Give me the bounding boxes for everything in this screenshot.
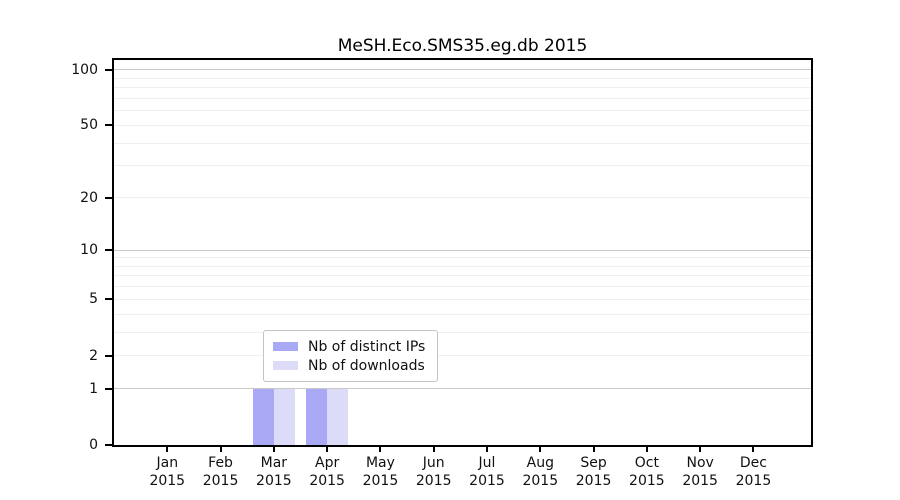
- legend-swatch: [273, 361, 298, 370]
- x-tick-year: 2015: [362, 473, 399, 489]
- y-tick-label: 50: [80, 117, 98, 134]
- x-tick-label: Oct 2015: [615, 454, 679, 490]
- x-tick-year: 2015: [735, 473, 772, 489]
- minor-gridline: [114, 165, 811, 167]
- x-tick-label: Aug 2015: [508, 454, 572, 490]
- x-tick-label: Jan 2015: [135, 454, 199, 490]
- x-tick-year: 2015: [149, 473, 186, 489]
- x-tick-year: 2015: [469, 473, 505, 489]
- x-tick-label: May 2015: [348, 454, 412, 490]
- minor-gridline: [114, 298, 811, 300]
- x-tick-month: Jan: [156, 455, 179, 471]
- x-axis-tick: [326, 447, 329, 452]
- x-tick-label: Apr 2015: [295, 454, 359, 490]
- y-axis-tick: [105, 68, 112, 71]
- minor-gridline: [114, 87, 811, 89]
- x-axis-tick: [486, 447, 488, 452]
- y-tick-label: 10: [80, 242, 98, 259]
- major-gridline: [114, 69, 811, 71]
- x-tick-month: Dec: [739, 455, 767, 471]
- x-tick-month: Mar: [260, 455, 288, 471]
- bar: [252, 388, 274, 445]
- x-axis-tick: [645, 447, 648, 452]
- major-gridline: [114, 388, 811, 390]
- x-tick-year: 2015: [682, 473, 718, 489]
- x-axis-tick: [699, 447, 702, 452]
- minor-gridline: [114, 142, 811, 144]
- bar: [327, 388, 349, 445]
- x-tick-year: 2015: [522, 473, 559, 489]
- x-tick-month: Jul: [478, 455, 496, 471]
- legend-item: Nb of distinct IPs: [273, 337, 425, 356]
- minor-gridline: [114, 355, 811, 357]
- legend: Nb of distinct IPs Nb of downloads: [263, 330, 439, 382]
- y-axis-tick: [105, 444, 112, 446]
- minor-gridline: [114, 313, 811, 315]
- chart-title: MeSH.Eco.SMS35.eg.db 2015: [337, 36, 588, 56]
- x-tick-label: Nov 2015: [668, 454, 732, 490]
- x-tick-label: Sep 2015: [562, 454, 626, 490]
- x-axis-tick: [379, 447, 382, 452]
- x-axis-tick: [272, 447, 275, 452]
- plot-area: Jan 2015 Feb 2015 Mar 2015 Apr 2015 May 2015 Jun 20…: [71, 58, 813, 489]
- minor-gridline: [114, 124, 811, 126]
- x-tick-label: Dec 2015: [721, 454, 785, 490]
- y-axis-tick: [105, 196, 112, 199]
- x-axis-tick: [219, 447, 222, 452]
- minor-gridline: [114, 110, 811, 112]
- bar: [273, 388, 296, 445]
- x-tick-label: Jun 2015: [402, 454, 466, 490]
- x-axis-tick: [166, 447, 169, 452]
- x-tick-month: May: [365, 455, 395, 471]
- y-axis-tick: [105, 298, 112, 301]
- x-tick-month: Sep: [580, 455, 607, 471]
- minor-gridline: [114, 265, 811, 267]
- minor-gridline: [114, 77, 811, 79]
- y-axis-tick: [105, 387, 112, 390]
- x-tick-month: Apr: [315, 455, 340, 471]
- minor-gridline: [114, 275, 811, 277]
- x-tick-label: Mar 2015: [242, 454, 306, 490]
- x-tick-year: 2015: [575, 473, 612, 489]
- x-axis-tick: [592, 447, 595, 452]
- y-axis-tick: [105, 354, 112, 357]
- y-axis-tick: [105, 124, 112, 127]
- x-tick-label: Jul 2015: [455, 454, 519, 490]
- minor-gridline: [114, 286, 811, 288]
- x-axis-tick: [539, 447, 542, 452]
- x-axis-tick: [752, 447, 755, 452]
- x-tick-month: Aug: [526, 455, 554, 471]
- x-tick-month: Jun: [422, 455, 445, 471]
- legend-label: Nb of distinct IPs: [308, 338, 426, 355]
- minor-gridline: [114, 331, 811, 333]
- major-gridline: [114, 249, 811, 251]
- x-tick-month: Oct: [634, 455, 659, 471]
- x-tick-year: 2015: [415, 473, 452, 489]
- y-tick-label: 2: [89, 347, 98, 364]
- x-axis-tick: [432, 447, 435, 452]
- x-tick-month: Feb: [208, 455, 233, 471]
- bar: [305, 388, 328, 445]
- y-tick-label: 100: [71, 61, 98, 78]
- minor-gridline: [114, 197, 811, 198]
- x-tick-year: 2015: [202, 473, 239, 489]
- x-tick-month: Nov: [686, 455, 714, 471]
- minor-gridline: [114, 97, 811, 99]
- legend-item: Nb of downloads: [273, 356, 425, 375]
- y-tick-label: 1: [89, 380, 98, 397]
- minor-gridline: [114, 257, 811, 259]
- legend-swatch: [273, 342, 298, 351]
- x-tick-year: 2015: [256, 473, 292, 489]
- x-tick-year: 2015: [309, 473, 345, 489]
- y-tick-label: 20: [80, 189, 98, 206]
- y-tick-label: 5: [89, 291, 98, 308]
- y-tick-label: 0: [89, 437, 98, 453]
- legend-label: Nb of downloads: [308, 357, 425, 374]
- y-axis-tick: [105, 249, 112, 252]
- x-tick-label: Feb 2015: [189, 454, 253, 490]
- x-tick-year: 2015: [629, 473, 665, 489]
